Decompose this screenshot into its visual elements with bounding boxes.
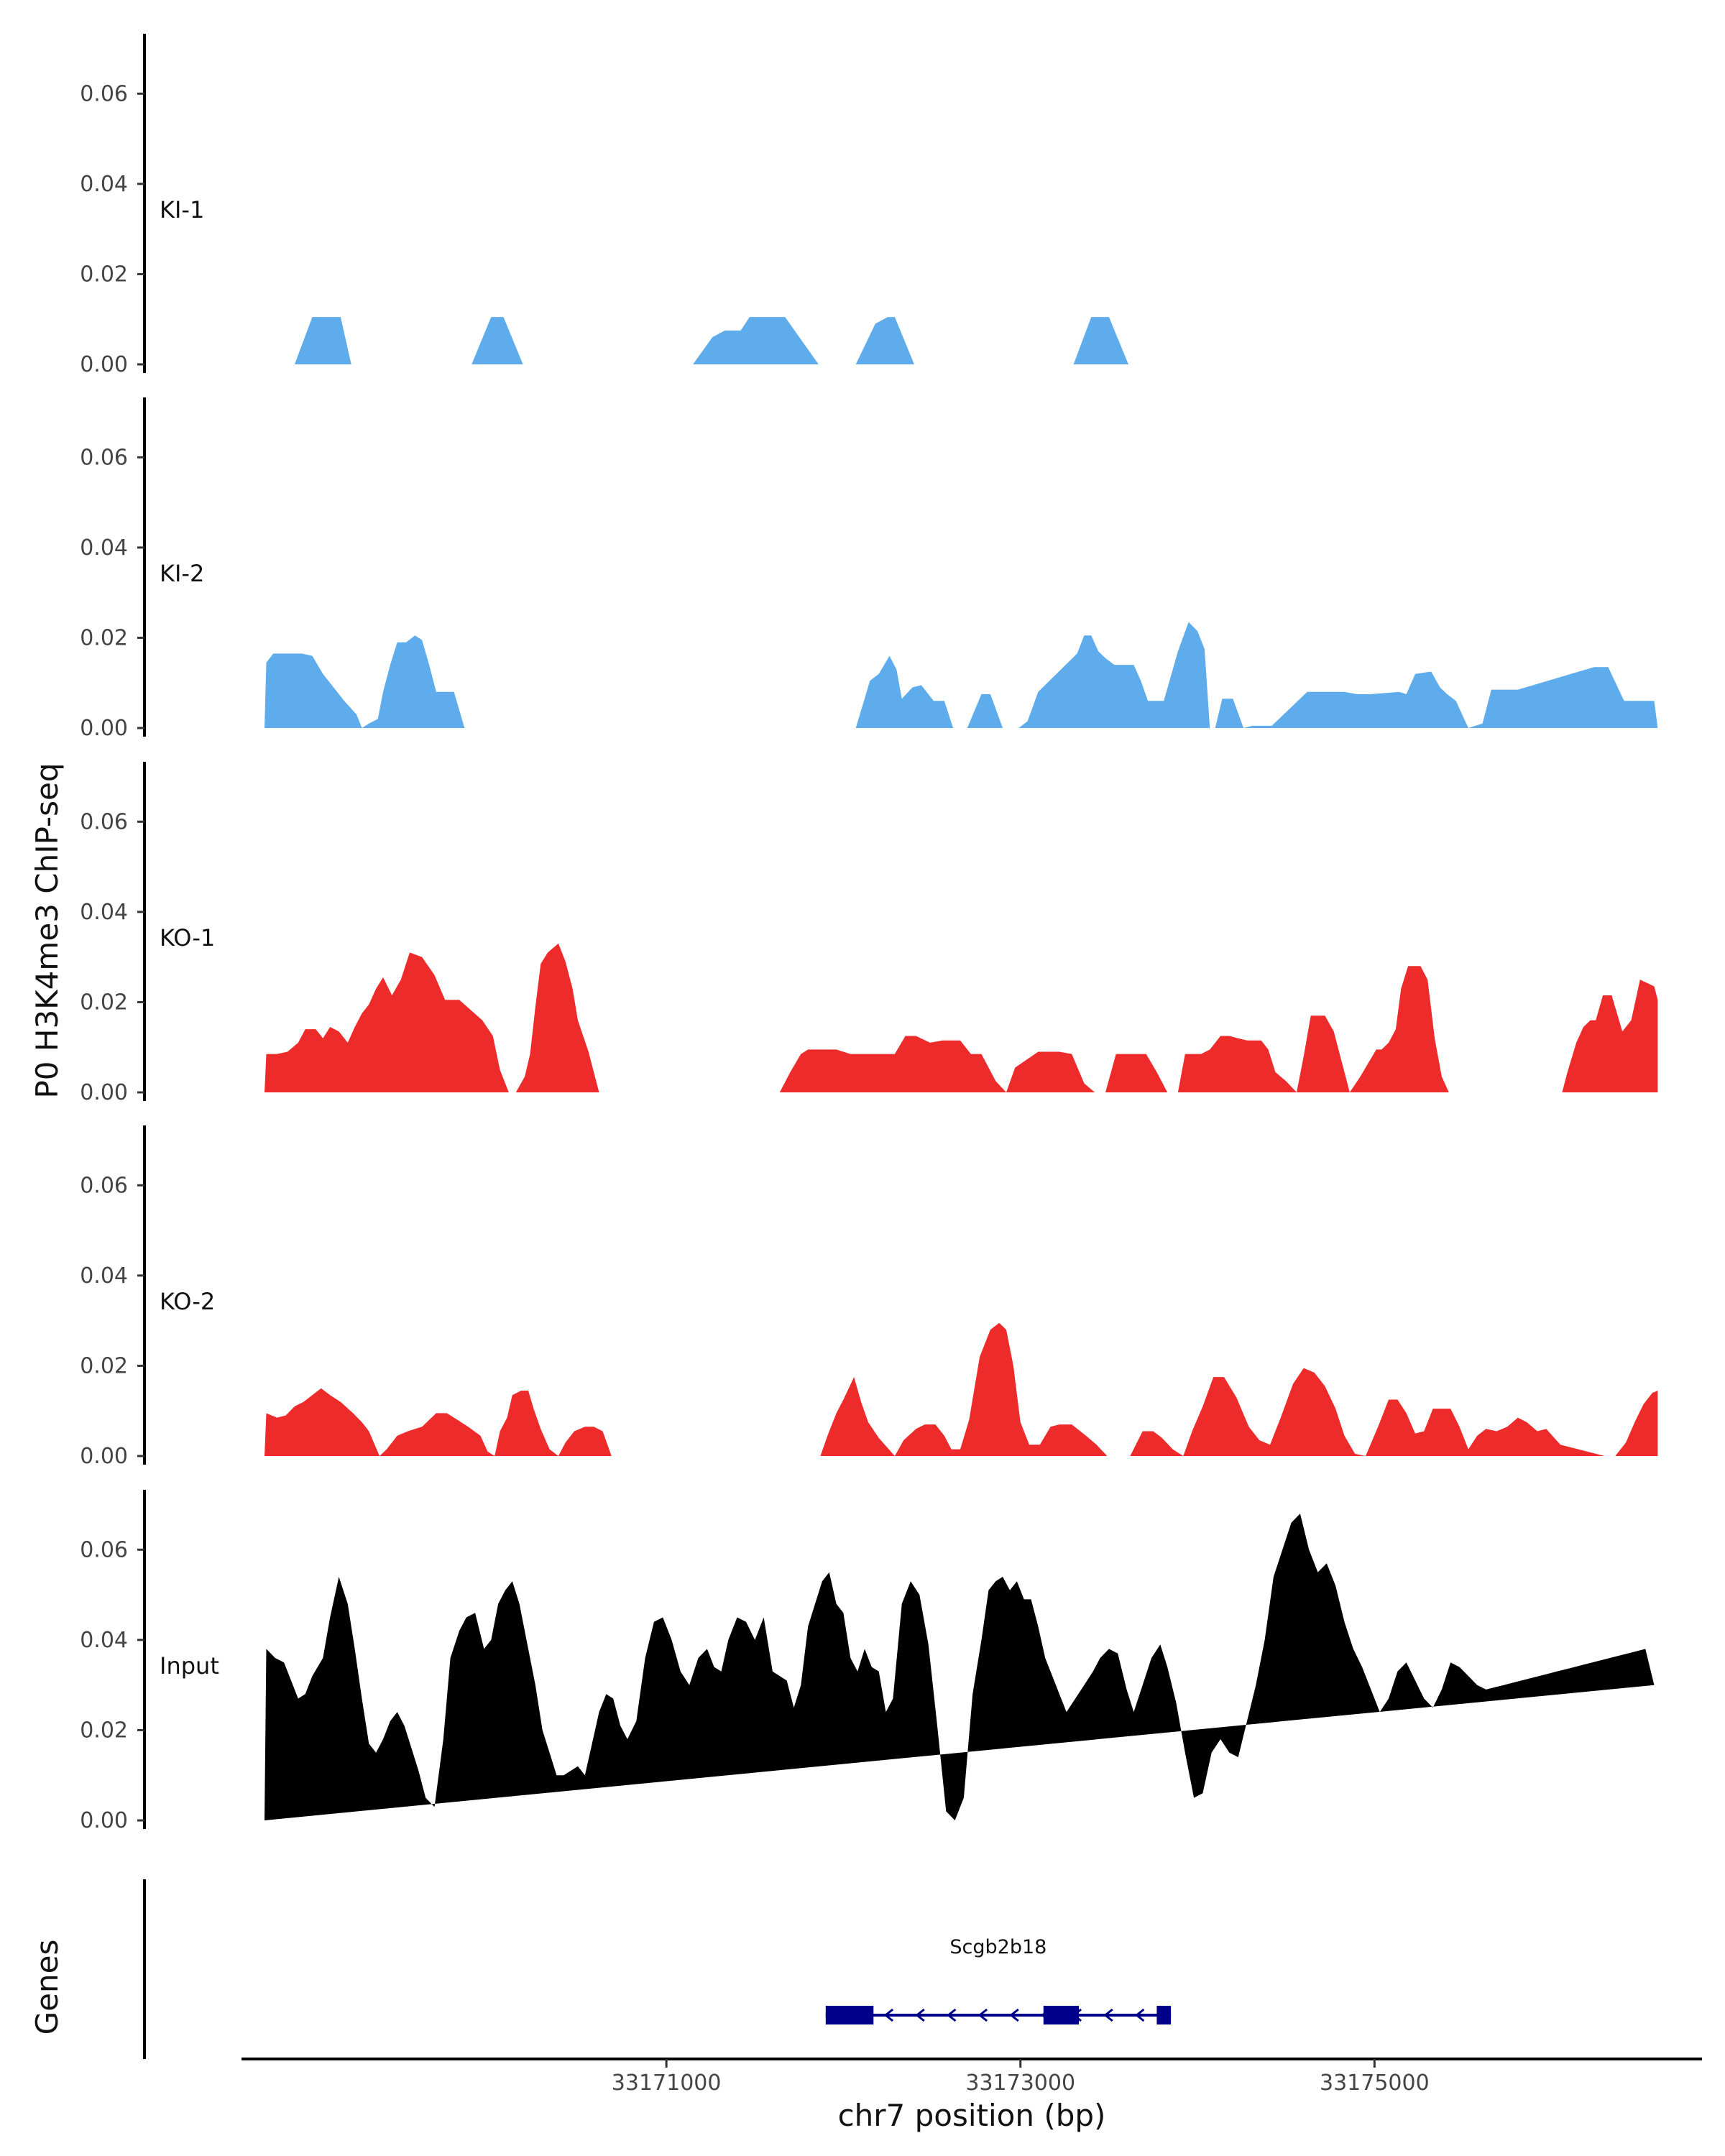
strand-arrow	[947, 2008, 957, 2022]
y-tick-label: 0.02	[80, 625, 128, 650]
y-tick-label: 0.04	[80, 172, 128, 197]
strand-arrow	[1103, 2008, 1113, 2022]
y-tick-label: 0.02	[80, 990, 128, 1015]
y-tick-label: 0.06	[80, 81, 128, 106]
y-tick-label: 0.06	[80, 445, 128, 470]
x-tick-label: 33175000	[1320, 2070, 1430, 2096]
x-axis: 33171000 33173000 33175000	[242, 2058, 1702, 2096]
strand-arrow	[1009, 2008, 1019, 2022]
track-panels: 0.00 0.02 0.04 0.06 KI-1 0.00 0.02 0.04 0.06 KI-2…	[80, 34, 1658, 1833]
signal-area	[264, 943, 1658, 1092]
y-tick-label: 0.02	[80, 1353, 128, 1378]
y-tick-label: 0.04	[80, 535, 128, 561]
signal-area	[264, 1514, 1655, 1820]
y-tick-label: 0.06	[80, 1537, 128, 1562]
strand-arrow	[915, 2008, 925, 2022]
track-ki-1: 0.00 0.02 0.04 0.06 KI-1	[80, 34, 1128, 377]
track-label: KO-2	[160, 1288, 215, 1315]
track-label: KO-1	[160, 924, 215, 952]
exon	[825, 2006, 874, 2024]
y-tick-label: 0.04	[80, 1263, 128, 1289]
track-label: KI-1	[160, 196, 204, 224]
track-ko-1: 0.00 0.02 0.04 0.06 KO-1	[80, 762, 1658, 1105]
track-label: KI-2	[160, 560, 204, 587]
y-tick-label: 0.04	[80, 900, 128, 925]
y-tick-label: 0.06	[80, 1173, 128, 1198]
x-tick-label: 33173000	[965, 2070, 1075, 2096]
track-ko-2: 0.00 0.02 0.04 0.06 KO-2	[80, 1125, 1658, 1469]
track-input: 0.00 0.02 0.04 0.06 Input	[80, 1490, 1655, 1833]
track-label: Input	[160, 1652, 219, 1680]
strand-arrow	[1135, 2008, 1145, 2022]
strand-arrow	[978, 2008, 988, 2022]
y-tick-label: 0.06	[80, 809, 128, 834]
y-tick-label: 0.00	[80, 1808, 128, 1833]
track-ki-2: 0.00 0.02 0.04 0.06 KI-2	[80, 397, 1658, 741]
x-axis-title: chr7 position (bp)	[838, 2098, 1106, 2133]
signal-area	[264, 622, 1658, 728]
gene-label: Scgb2b18	[949, 1936, 1046, 1958]
strand-arrow	[883, 2008, 894, 2022]
y-tick-label: 0.02	[80, 262, 128, 287]
x-tick-label: 33171000	[612, 2070, 722, 2096]
y-tick-label: 0.02	[80, 1718, 128, 1743]
signal-area	[294, 317, 1128, 364]
gene-model	[825, 2006, 1172, 2024]
y-tick-label: 0.00	[80, 1444, 128, 1469]
signal-area	[264, 1322, 1658, 1456]
genes-panel: Genes Scgb2b18	[29, 1879, 1172, 2059]
exon	[1156, 2006, 1172, 2024]
genes-title: Genes	[29, 1940, 65, 2035]
exon	[1043, 2006, 1080, 2024]
y-tick-label: 0.04	[80, 1628, 128, 1653]
y-tick-label: 0.00	[80, 352, 128, 377]
y-tick-label: 0.00	[80, 1080, 128, 1105]
y-axis-title: P0 H3K4me3 ChIP-seq	[29, 763, 65, 1098]
y-tick-label: 0.00	[80, 716, 128, 741]
